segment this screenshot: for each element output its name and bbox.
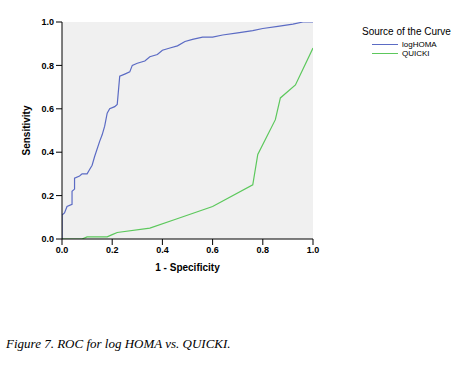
svg-text:0.4: 0.4 [41,147,54,157]
svg-text:0.8: 0.8 [257,245,270,255]
svg-text:1.0: 1.0 [41,17,54,27]
svg-text:0.2: 0.2 [106,245,119,255]
svg-text:0.0: 0.0 [41,234,54,244]
svg-text:0.2: 0.2 [41,191,54,201]
svg-text:0.8: 0.8 [41,61,54,71]
svg-text:1.0: 1.0 [307,245,320,255]
svg-text:0.0: 0.0 [56,245,69,255]
html-text:logHOMA: logHOMA [402,40,437,49]
svg-text:0.6: 0.6 [206,245,219,255]
html-text:QUICKI: QUICKI [402,49,430,58]
html-text:Figure 7. ROC for log HOMA vs.: Figure 7. ROC for log HOMA vs. QUICKI. [6,336,231,351]
html-text:Source of the Curve: Source of the Curve [362,26,451,37]
svg-text:0.4: 0.4 [156,245,169,255]
svg-text:0.6: 0.6 [41,104,54,114]
svg-text:Sensitivity: Sensitivity [21,105,32,155]
svg-text:1 - Specificity: 1 - Specificity [155,262,220,273]
